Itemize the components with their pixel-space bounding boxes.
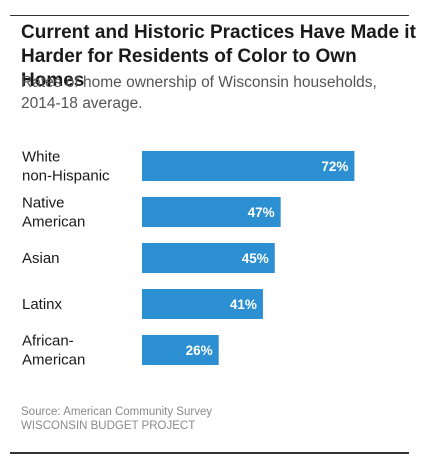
- category-label: White non-Hispanic: [22, 149, 110, 185]
- category-label: Latinx: [22, 296, 63, 313]
- category-label: African- American: [22, 333, 85, 369]
- credit-text: WISCONSIN BUDGET PROJECT: [21, 420, 196, 432]
- bar: [142, 243, 275, 273]
- category-label-line: American: [22, 214, 85, 231]
- bar-chart: 72% White non-Hispanic 47% Native American 45%…: [22, 149, 355, 369]
- bar-value-label: 47%: [248, 205, 275, 220]
- bar-value-label: 72%: [321, 159, 348, 174]
- bar-value-label: 45%: [242, 251, 269, 266]
- category-label-line: White: [22, 149, 60, 166]
- bar-value-label: 41%: [230, 297, 257, 312]
- category-label: Native American: [22, 195, 85, 231]
- category-label: Asian: [22, 250, 60, 267]
- category-label-line: Latinx: [22, 296, 63, 313]
- bar: [142, 289, 263, 319]
- bar: [142, 335, 219, 365]
- bar-value-label: 26%: [186, 343, 213, 358]
- chart-title: Current and Historic Practices Have Made…: [21, 22, 416, 91]
- category-label-line: African-: [22, 333, 74, 350]
- bottom-rule: [10, 452, 409, 454]
- category-label-line: non-Hispanic: [22, 168, 110, 185]
- source-text: Source: American Community Survey: [21, 406, 213, 418]
- category-label-line: American: [22, 352, 85, 369]
- chart-subtitle: Rates of home ownership of Wisconsin hou…: [21, 74, 377, 112]
- bar: [142, 151, 355, 181]
- bar: [142, 197, 281, 227]
- source-note: Source: American Community Survey WISCON…: [21, 405, 212, 433]
- top-rule: [10, 15, 409, 16]
- category-label-line: Asian: [22, 250, 60, 267]
- category-label-line: Native: [22, 195, 65, 212]
